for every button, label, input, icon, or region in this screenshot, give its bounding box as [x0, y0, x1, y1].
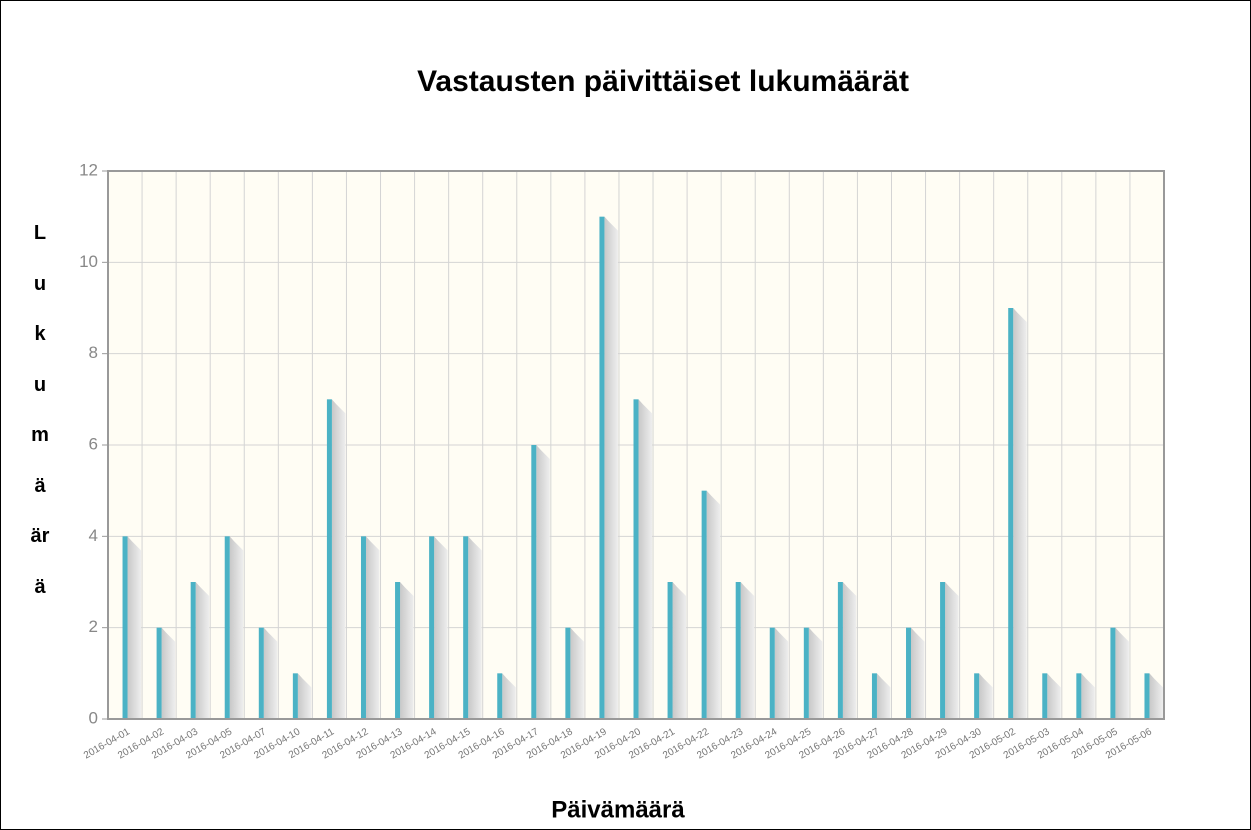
bar-shadow [842, 582, 857, 719]
y-tick-label: 2 [89, 617, 98, 636]
bar [940, 582, 946, 719]
y-tick-label: 4 [89, 526, 98, 545]
bar [122, 536, 128, 719]
bar [326, 399, 332, 719]
bar [667, 582, 673, 719]
bar-shadow [229, 536, 244, 719]
bar [837, 582, 843, 719]
bar [1144, 673, 1150, 719]
chart-title: Vastausten päivittäiset lukumäärät [417, 65, 909, 98]
bar-shadow [1115, 627, 1129, 719]
bar [599, 216, 605, 719]
bar-shadow [570, 627, 584, 719]
bar [633, 399, 639, 719]
bar-shadow [808, 627, 823, 719]
y-tick-label: 0 [89, 708, 98, 727]
bar-shadow [195, 582, 210, 719]
bar [156, 627, 162, 719]
bar-shadow [706, 490, 721, 719]
bar-shadow [536, 445, 550, 719]
plot-border [107, 170, 1165, 720]
bar [395, 582, 401, 719]
y-tick-label: 10 [79, 252, 98, 271]
bar-shadow [638, 399, 652, 719]
bar-shadow [502, 673, 516, 719]
bar [974, 673, 980, 719]
bar [292, 673, 298, 719]
bar-shadow [1047, 673, 1061, 719]
bar-shadow [945, 582, 959, 719]
bar [1110, 627, 1116, 719]
bar-shadow [876, 673, 891, 719]
y-tick-label: 8 [89, 343, 98, 362]
bar [1008, 308, 1014, 719]
bar-shadow [672, 582, 687, 719]
bar-shadow [434, 536, 448, 719]
bar [1076, 673, 1082, 719]
bar-shadow [979, 673, 993, 719]
bar-shadow [400, 582, 414, 719]
bar [565, 627, 571, 719]
bar [871, 673, 877, 719]
bar-shadow [774, 627, 789, 719]
y-axis-label: Lukumäärä [30, 222, 50, 598]
bar [1042, 673, 1048, 719]
bar-shadow [263, 627, 278, 719]
bar-shadow [365, 536, 380, 719]
bar [497, 673, 503, 719]
bar [769, 627, 775, 719]
bar-shadow [331, 399, 346, 719]
bar [224, 536, 230, 719]
bar [906, 627, 912, 719]
bar-shadow [1149, 673, 1163, 719]
bar-shadow [297, 673, 312, 719]
bar [803, 627, 809, 719]
bar [463, 536, 469, 719]
x-axis-label: Päivämäärä [551, 796, 685, 823]
y-tick-label: 6 [89, 434, 98, 453]
bar [190, 582, 196, 719]
bar [429, 536, 435, 719]
bar [701, 490, 707, 719]
bar-shadow [911, 627, 925, 719]
bar-shadow [161, 627, 176, 719]
bar-shadow [604, 216, 618, 719]
bar-shadow [1013, 308, 1027, 719]
bar [258, 627, 264, 719]
y-tick-label: 12 [79, 160, 98, 179]
bar [531, 445, 537, 719]
bar-shadow [468, 536, 482, 719]
bar-shadow [740, 582, 755, 719]
bar [360, 536, 366, 719]
bar [735, 582, 741, 719]
bar-shadow [1081, 673, 1095, 719]
bar-shadow [127, 536, 142, 719]
